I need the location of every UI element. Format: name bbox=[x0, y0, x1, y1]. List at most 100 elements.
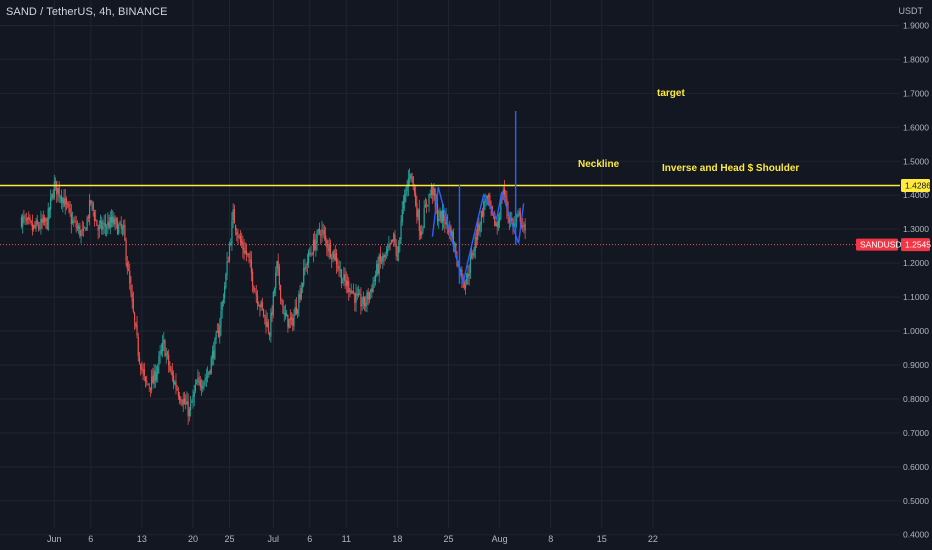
y-tick-label: 0.4000 bbox=[903, 530, 929, 540]
y-tick-label: 1.4000 bbox=[903, 190, 929, 200]
candle-body bbox=[125, 239, 127, 262]
candle-body bbox=[439, 210, 441, 218]
candle-body bbox=[43, 217, 46, 223]
candle-body bbox=[282, 300, 284, 314]
candle-body bbox=[143, 369, 145, 376]
candle-body bbox=[220, 310, 222, 327]
candle-body bbox=[422, 228, 424, 232]
candle-body bbox=[42, 217, 44, 223]
candle-body bbox=[205, 377, 207, 379]
candle-body bbox=[335, 253, 338, 265]
candle-body bbox=[185, 402, 187, 404]
x-tick-label: 20 bbox=[188, 534, 198, 544]
candle-body bbox=[395, 244, 397, 256]
candle-body bbox=[506, 197, 508, 210]
y-tick-label: 1.3000 bbox=[903, 224, 929, 234]
candle-body bbox=[211, 351, 214, 359]
candle-body bbox=[394, 235, 396, 245]
candle-body bbox=[187, 401, 189, 417]
candle-body bbox=[371, 288, 373, 293]
candle-body bbox=[475, 238, 478, 240]
candle-body bbox=[310, 253, 312, 255]
candle-body bbox=[477, 222, 479, 240]
candle-body bbox=[93, 212, 96, 221]
candle-body bbox=[102, 225, 104, 230]
candle-body bbox=[62, 198, 64, 204]
candle-body bbox=[280, 284, 282, 300]
y-tick-label: 0.7000 bbox=[903, 428, 929, 438]
candle-body bbox=[428, 194, 430, 204]
candle-body bbox=[518, 212, 520, 214]
candle-body bbox=[389, 243, 391, 245]
candle-body bbox=[387, 248, 389, 253]
candle-body bbox=[25, 219, 27, 221]
candle-body bbox=[191, 402, 193, 404]
candle-body bbox=[87, 216, 89, 218]
x-tick-label: 25 bbox=[443, 534, 453, 544]
candle-body bbox=[495, 223, 497, 227]
candle-body bbox=[228, 245, 231, 261]
candle-body bbox=[208, 371, 210, 376]
pattern-drawings[interactable] bbox=[431, 111, 525, 284]
candle-body bbox=[303, 267, 305, 285]
candle-body bbox=[231, 220, 233, 245]
candle-body bbox=[30, 221, 32, 223]
candle-body bbox=[429, 194, 431, 196]
candle-body bbox=[61, 196, 63, 203]
candle-body bbox=[26, 218, 29, 220]
candle-body bbox=[522, 225, 524, 228]
neckline-label: Neckline bbox=[578, 159, 620, 170]
candle-body bbox=[264, 315, 266, 317]
candle-body bbox=[433, 188, 435, 197]
candle-body bbox=[474, 236, 476, 251]
candle-body bbox=[407, 178, 409, 188]
candle-body bbox=[146, 380, 148, 383]
candle-body bbox=[424, 204, 426, 208]
candle-body bbox=[52, 195, 54, 198]
time-axis[interactable]: Jun 6 13 20 25 Jul 6 11 18 25 Aug 8 15 22 bbox=[47, 534, 658, 544]
candle-body bbox=[260, 301, 262, 308]
candle-body bbox=[289, 317, 291, 321]
candle-body bbox=[213, 350, 215, 359]
candle-body bbox=[405, 189, 407, 195]
candle-body bbox=[219, 325, 221, 338]
candle-body bbox=[281, 299, 283, 301]
candle-body bbox=[254, 291, 256, 293]
candle-body bbox=[320, 234, 322, 236]
candle-body bbox=[232, 209, 234, 221]
candle-body bbox=[65, 198, 68, 204]
candle-body bbox=[461, 269, 463, 281]
candle-body bbox=[126, 261, 128, 269]
candle-body bbox=[214, 338, 216, 360]
y-tick-label: 1.7000 bbox=[903, 88, 929, 98]
candle-body bbox=[209, 370, 211, 373]
y-tick-label: 0.8000 bbox=[903, 394, 929, 404]
candle-body bbox=[366, 292, 368, 305]
candle-body bbox=[169, 365, 171, 370]
candle-body bbox=[247, 253, 249, 255]
candle-body bbox=[255, 292, 257, 296]
candle-body bbox=[401, 209, 403, 223]
candle-body bbox=[116, 221, 119, 235]
candle-body bbox=[413, 187, 416, 193]
candle-body bbox=[259, 305, 261, 308]
candle-body bbox=[295, 306, 298, 314]
y-tick-label: 1.0000 bbox=[903, 326, 929, 336]
candle-body bbox=[385, 251, 388, 254]
candle-body bbox=[168, 354, 170, 366]
candle-body bbox=[222, 300, 225, 303]
candle-body bbox=[154, 371, 156, 381]
candle-body bbox=[367, 292, 369, 299]
candle-body bbox=[198, 377, 200, 380]
candle-body bbox=[106, 227, 108, 229]
candle-body bbox=[210, 357, 212, 374]
candle-body bbox=[511, 218, 513, 220]
candle-body bbox=[377, 264, 379, 274]
price-axis[interactable]: 1.9000 1.8000 1.7000 1.6000 1.5000 1.4000 1.30… bbox=[903, 20, 929, 539]
y-tick-label: 0.5000 bbox=[903, 496, 929, 506]
candle-body bbox=[286, 313, 288, 317]
candle-body bbox=[451, 231, 453, 241]
candle-body bbox=[305, 266, 307, 268]
candle-body bbox=[327, 248, 329, 251]
